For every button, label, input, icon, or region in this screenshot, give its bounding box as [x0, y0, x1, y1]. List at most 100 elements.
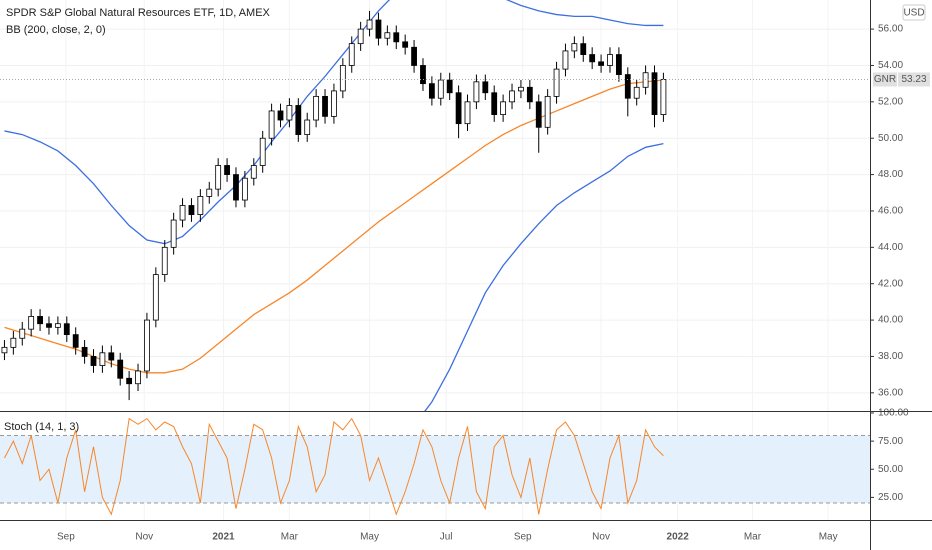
candle-body: [295, 105, 302, 135]
candle-body: [304, 119, 311, 135]
candle-body: [126, 377, 133, 385]
indicator-label: BB (200, close, 2, 0): [6, 24, 106, 36]
y-tick-label: 100.00: [878, 408, 909, 419]
candle-body: [535, 101, 542, 128]
candle-body: [553, 68, 560, 97]
candle-body: [366, 19, 373, 30]
candle-body: [99, 352, 106, 366]
candle-body: [10, 337, 17, 348]
oscillator-band: [0, 435, 870, 503]
y-tick-label: 38.00: [878, 351, 903, 362]
candle-body: [571, 43, 578, 52]
y-tick-label: 50.00: [878, 133, 903, 144]
candle-body: [170, 219, 177, 248]
candle-body: [19, 328, 26, 339]
candle-body: [464, 101, 471, 125]
candle-body: [54, 323, 61, 328]
oscillator-pane: [0, 412, 870, 520]
candle-body: [375, 19, 382, 39]
candle-body: [500, 101, 507, 115]
candle-body: [428, 83, 435, 99]
candle-body: [526, 86, 533, 103]
candle-body: [491, 92, 498, 115]
oscillator-label: Stoch (14, 1, 3): [4, 421, 79, 433]
candle-body: [411, 46, 417, 66]
candle-body: [188, 205, 195, 215]
x-tick-label: 2022: [667, 532, 690, 543]
candle-body: [1, 346, 8, 354]
currency-box[interactable]: [902, 4, 926, 21]
candle-body: [81, 346, 88, 357]
candle-body: [331, 90, 337, 117]
y-tick-label: 36.00: [878, 387, 903, 398]
symbol-box: [873, 72, 897, 87]
candle-body: [28, 316, 35, 330]
candle-body: [420, 65, 426, 85]
y-tick-label: 56.00: [878, 24, 903, 35]
candle-body: [518, 86, 524, 92]
candle-body: [339, 65, 346, 92]
candle-body: [135, 370, 141, 385]
x-tick-label: Nov: [135, 532, 153, 543]
candle-body: [250, 165, 257, 179]
candle-body: [598, 61, 604, 66]
candle-body: [46, 323, 52, 328]
candle-body: [63, 323, 70, 336]
candle-body: [224, 165, 230, 175]
candle-body: [161, 246, 168, 276]
y-tick-label: 42.00: [878, 278, 903, 289]
candle-body: [651, 72, 658, 115]
candle-body: [624, 74, 631, 99]
candle-body: [660, 79, 667, 115]
y-tick-label: 50.00: [878, 464, 903, 475]
x-tick-label: May: [360, 532, 379, 543]
last-price-box: [898, 72, 930, 87]
candle-body: [90, 356, 97, 366]
candle-body: [313, 95, 320, 121]
x-tick-label: Mar: [281, 532, 299, 543]
currency[interactable]: USD: [903, 8, 924, 19]
candle-body: [241, 177, 248, 201]
candle-body: [108, 352, 115, 361]
candle-body: [509, 90, 515, 103]
candle-body: [144, 319, 150, 372]
candle-body: [393, 32, 400, 43]
x-tick-label: Nov: [592, 532, 610, 543]
candle-body: [384, 32, 391, 39]
x-tick-label: Jul: [440, 532, 453, 543]
y-tick-label: 40.00: [878, 315, 903, 326]
y-tick-label: 75.00: [878, 436, 903, 447]
candle-body: [206, 188, 213, 197]
chart-title: SPDR S&P Global Natural Resources ETF, 1…: [6, 7, 271, 19]
x-tick-label: Sep: [514, 532, 532, 543]
candle-body: [544, 95, 551, 128]
candle-body: [179, 205, 186, 221]
candle-body: [402, 41, 409, 48]
candle-body: [268, 110, 275, 139]
candle-body: [580, 43, 587, 55]
candle-body: [233, 174, 239, 201]
y-tick-label: 46.00: [878, 206, 903, 217]
candle-body: [215, 165, 222, 190]
candle-body: [72, 334, 79, 348]
bollinger-band: [4, 0, 664, 245]
symbol: GNR: [874, 74, 896, 85]
candle-body: [286, 105, 293, 121]
candle-body: [259, 137, 266, 166]
candle-body: [589, 54, 596, 63]
y-tick-label: 44.00: [878, 242, 903, 253]
candle-body: [37, 316, 43, 325]
candle-body: [117, 359, 124, 379]
stoch-line: [4, 417, 664, 516]
y-tick-label: 48.00: [878, 169, 903, 180]
bollinger-band: [424, 143, 664, 411]
candle-body: [633, 86, 640, 99]
candle-body: [615, 54, 622, 75]
price-pane: [0, 0, 870, 411]
candle-body: [642, 72, 649, 88]
candle-body: [437, 79, 444, 99]
candle-body: [197, 196, 204, 215]
candle-body: [277, 110, 284, 121]
y-tick-label: 54.00: [878, 60, 903, 71]
